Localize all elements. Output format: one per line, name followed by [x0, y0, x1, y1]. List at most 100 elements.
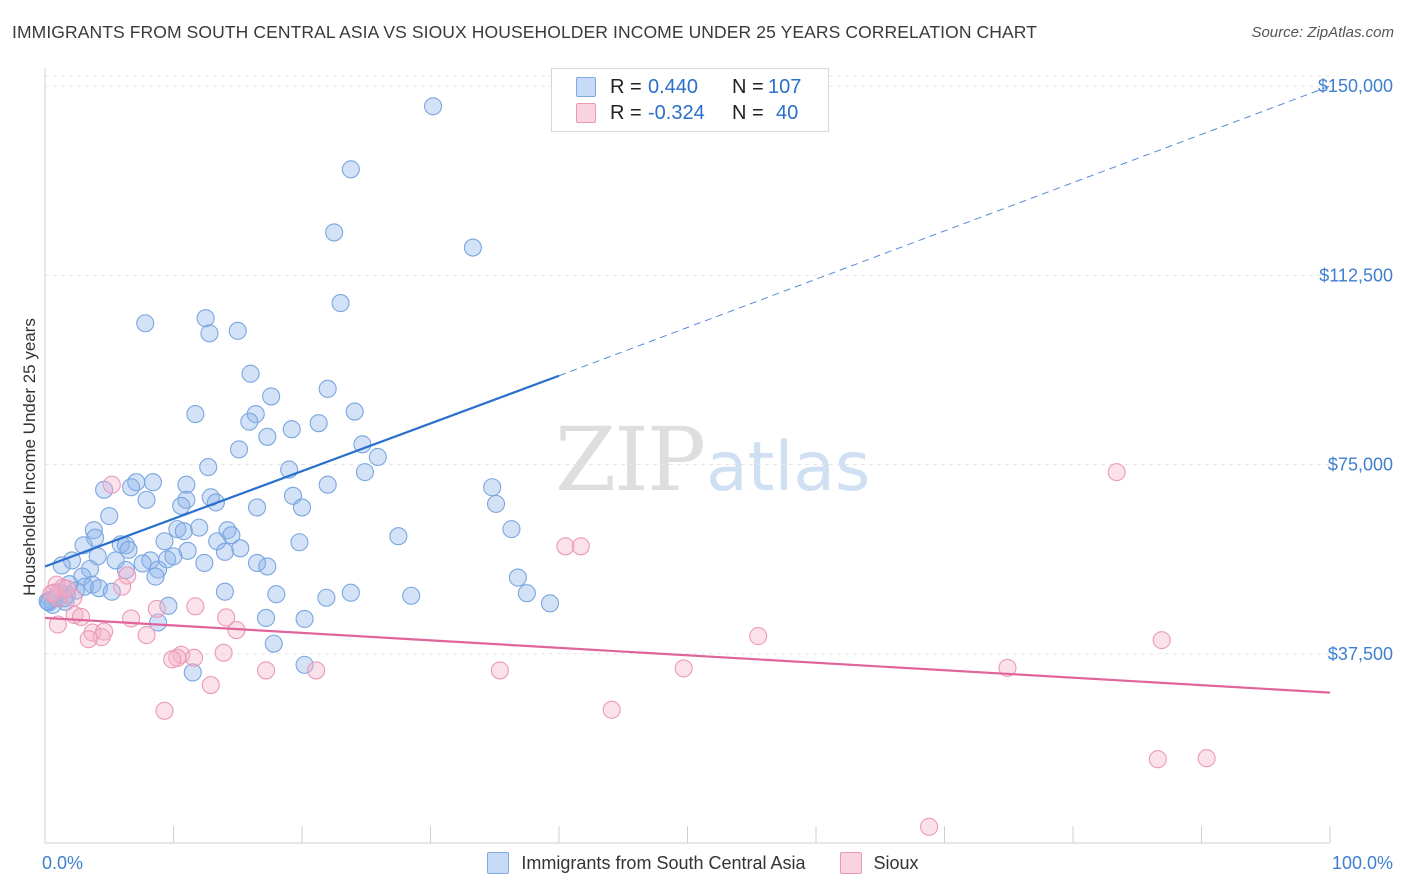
data-point-immigrants	[199, 458, 218, 477]
data-point-sioux	[71, 607, 91, 626]
data-point-sioux	[1152, 631, 1171, 650]
data-point-immigrants	[318, 475, 337, 494]
data-point-sioux	[186, 597, 205, 616]
data-point-sioux	[137, 626, 156, 645]
legend-row-blue: R = 0.440 N = 107	[576, 75, 801, 99]
data-point-immigrants	[246, 405, 265, 424]
data-point-immigrants	[368, 447, 387, 467]
data-point-immigrants	[331, 294, 350, 313]
legend-item-immigrants[interactable]: Immigrants from South Central Asia	[487, 852, 806, 874]
data-point-sioux	[920, 817, 939, 836]
data-point-immigrants	[389, 527, 408, 546]
data-point-immigrants	[424, 97, 443, 116]
data-point-sioux	[155, 701, 174, 720]
data-point-sioux	[118, 566, 137, 585]
data-point-sioux	[1148, 750, 1167, 769]
data-point-immigrants	[355, 463, 375, 482]
data-point-sioux	[1107, 463, 1126, 482]
data-point-immigrants	[143, 473, 162, 492]
data-point-immigrants	[172, 496, 191, 515]
data-point-immigrants	[295, 609, 314, 629]
data-point-immigrants	[463, 238, 482, 257]
blue-swatch	[576, 77, 596, 97]
data-point-sioux	[602, 700, 621, 719]
n-label: N =	[732, 101, 764, 124]
data-point-immigrants	[540, 594, 560, 613]
data-point-immigrants	[146, 567, 165, 586]
data-point-sioux	[102, 475, 121, 494]
data-point-immigrants	[164, 547, 183, 566]
data-point-immigrants	[231, 539, 250, 558]
source-credit: Source: ZipAtlas.com	[1251, 24, 1394, 41]
data-point-immigrants	[290, 533, 309, 552]
trend-line-sioux	[44, 616, 1331, 694]
data-point-sioux	[998, 658, 1017, 677]
data-point-immigrants	[317, 588, 336, 607]
data-point-immigrants	[84, 521, 103, 540]
data-point-sioux	[79, 630, 98, 649]
blue-swatch	[487, 852, 510, 874]
data-point-immigrants	[264, 634, 283, 653]
data-point-immigrants	[262, 387, 281, 406]
data-point-immigrants	[341, 583, 360, 602]
data-point-immigrants	[159, 596, 178, 615]
data-point-immigrants	[190, 518, 209, 537]
legend-item-sioux[interactable]: Sioux	[839, 852, 919, 874]
data-point-immigrants	[345, 402, 364, 421]
data-point-immigrants	[149, 613, 168, 632]
data-point-immigrants	[174, 522, 193, 541]
y-tick-label: $75,000	[1328, 455, 1393, 475]
data-point-immigrants	[517, 584, 536, 603]
data-point-immigrants	[295, 655, 314, 674]
data-point-immigrants	[229, 440, 249, 459]
data-point-immigrants	[402, 586, 421, 605]
data-point-immigrants	[196, 309, 215, 328]
x-tick-label: 100.0%	[1332, 853, 1393, 873]
data-point-sioux	[1197, 749, 1216, 768]
data-point-sioux	[42, 584, 61, 603]
data-point-immigrants	[256, 608, 276, 627]
data-point-immigrants	[502, 520, 521, 539]
n-value: 40	[776, 101, 799, 124]
y-tick-label: $37,500	[1328, 644, 1393, 664]
data-point-immigrants	[186, 405, 205, 424]
legend-row-pink: R = -0.324 N = 40	[576, 101, 798, 125]
data-point-sioux	[113, 577, 132, 596]
data-point-immigrants	[292, 498, 312, 517]
data-point-immigrants	[282, 420, 301, 439]
data-point-immigrants	[100, 506, 119, 526]
data-point-sioux	[214, 643, 233, 662]
data-point-immigrants	[75, 577, 94, 596]
n-label: N =	[732, 75, 764, 98]
data-point-immigrants	[267, 585, 286, 604]
data-point-sioux	[185, 648, 204, 667]
data-point-sioux	[48, 615, 67, 634]
trend-line-immigrants	[44, 374, 560, 568]
r-value: -0.324	[648, 101, 705, 124]
data-point-immigrants	[137, 490, 156, 509]
data-point-sioux	[571, 537, 590, 556]
data-point-immigrants	[258, 427, 277, 446]
data-point-immigrants	[241, 364, 260, 383]
data-point-immigrants	[119, 540, 138, 559]
data-point-immigrants	[309, 414, 328, 433]
data-point-immigrants	[228, 321, 247, 340]
legend-label-sioux: Sioux	[873, 852, 919, 873]
data-point-sioux	[163, 650, 182, 669]
data-point-immigrants	[149, 560, 168, 579]
data-point-immigrants	[102, 582, 121, 601]
data-point-sioux	[57, 579, 76, 598]
data-point-immigrants	[200, 324, 219, 343]
data-point-immigrants	[341, 160, 360, 179]
data-point-sioux	[122, 609, 141, 628]
data-point-immigrants	[177, 490, 196, 509]
data-point-immigrants	[195, 553, 214, 572]
chart-title: IMMIGRANTS FROM SOUTH CENTRAL ASIA VS SI…	[12, 22, 1037, 42]
data-point-immigrants	[325, 223, 344, 242]
pink-swatch	[839, 852, 862, 874]
x-tick-label: 0.0%	[42, 853, 83, 873]
data-point-immigrants	[178, 541, 197, 560]
pink-swatch	[576, 103, 596, 123]
data-point-immigrants	[247, 498, 267, 517]
